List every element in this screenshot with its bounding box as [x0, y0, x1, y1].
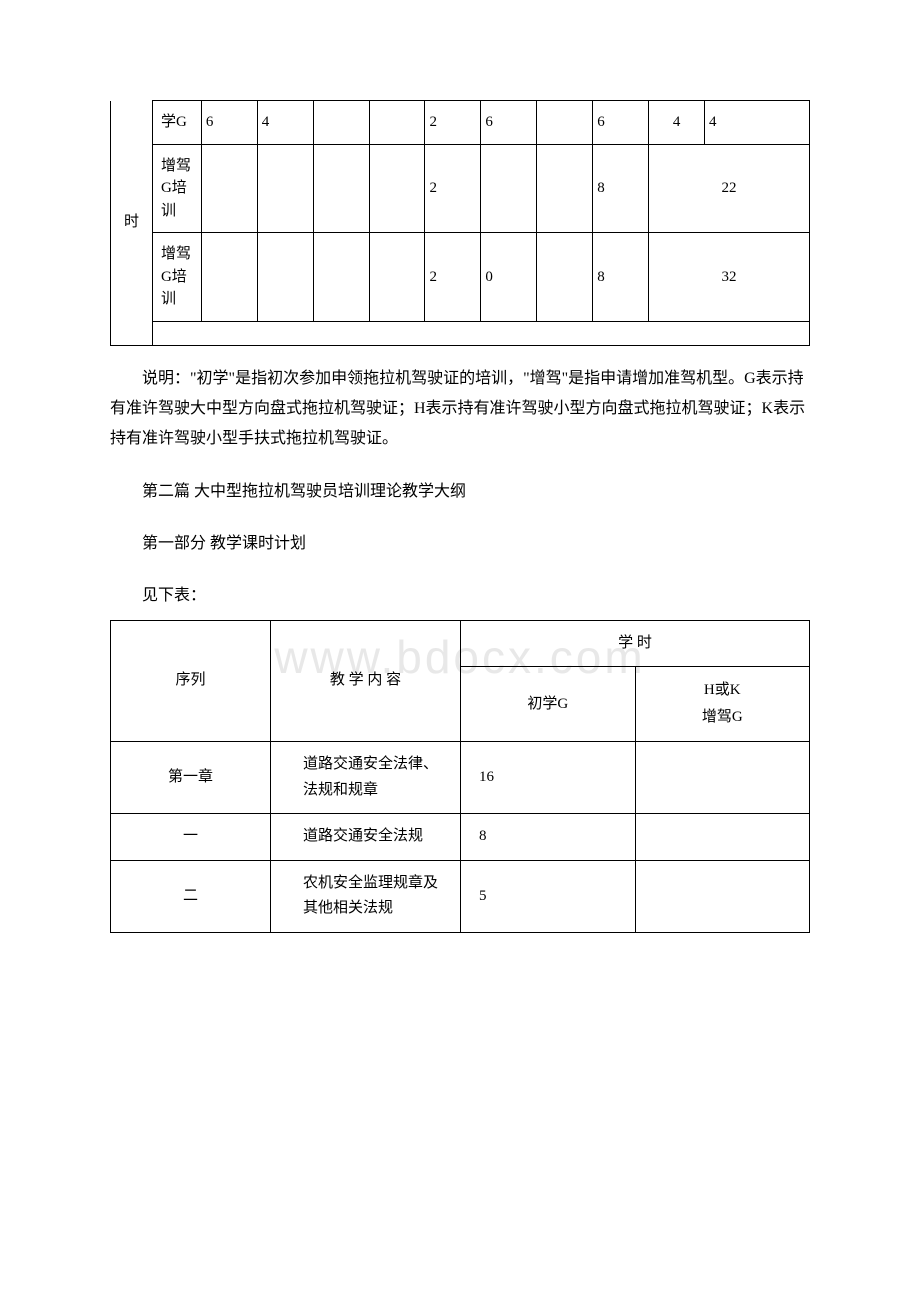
header-sequence: 序列 [111, 620, 271, 742]
header-content: 教 学 内 容 [271, 620, 461, 742]
row-label: 增驾G培训 [152, 144, 201, 233]
cell: 6 [593, 101, 649, 145]
table-row-empty [111, 321, 810, 345]
cell [537, 101, 593, 145]
section-title: 第二篇 大中型拖拉机驾驶员培训理论教学大纲 [110, 477, 810, 507]
cell [257, 144, 313, 233]
curriculum-table: 序列 教 学 内 容 学 时 初学G H或K 增驾G 第一章 道路交通安全法律、… [110, 620, 810, 933]
cell: 0 [481, 233, 537, 322]
table-row: 增驾G培训 2 8 22 [111, 144, 810, 233]
header-hours-upgrade: H或K 增驾G [635, 667, 810, 742]
cell [537, 144, 593, 233]
table-row: 时 学G 6 4 2 6 6 4 4 [111, 101, 810, 145]
cell: 2 [425, 233, 481, 322]
cell-hours: 16 [461, 742, 636, 814]
cell-hours: 8 [461, 814, 636, 861]
cell-hours2 [635, 814, 810, 861]
header-hours-initial: 初学G [461, 667, 636, 742]
cell [313, 144, 369, 233]
cell-seq: 二 [111, 860, 271, 932]
hk-line2: 增驾G [702, 709, 743, 725]
cell: 2 [425, 101, 481, 145]
cell: 6 [201, 101, 257, 145]
section-subtitle: 第一部分 教学课时计划 [110, 529, 810, 559]
cell-content: 道路交通安全法规 [271, 814, 461, 861]
cell-seq: 一 [111, 814, 271, 861]
cell: 8 [593, 233, 649, 322]
row-label: 增驾G培训 [152, 233, 201, 322]
cell: 4 [257, 101, 313, 145]
section-lead: 见下表： [110, 581, 810, 611]
cell: 22 [649, 144, 810, 233]
table-row: 增驾G培训 2 0 8 32 [111, 233, 810, 322]
cell: 8 [593, 144, 649, 233]
cell [201, 233, 257, 322]
cell [257, 233, 313, 322]
cell [313, 101, 369, 145]
cell-hours2 [635, 742, 810, 814]
cell [369, 101, 425, 145]
cell: 2 [425, 144, 481, 233]
cell [369, 144, 425, 233]
cell: 4 [649, 101, 705, 145]
table-row: 二 农机安全监理规章及其他相关法规 5 [111, 860, 810, 932]
cell-seq: 第一章 [111, 742, 271, 814]
hours-table: 时 学G 6 4 2 6 6 4 4 增驾G培训 2 8 22 增驾G培训 [110, 100, 810, 346]
cell-hours: 5 [461, 860, 636, 932]
cell: 32 [649, 233, 810, 322]
document-content: 时 学G 6 4 2 6 6 4 4 增驾G培训 2 8 22 增驾G培训 [110, 100, 810, 933]
cell [201, 144, 257, 233]
cell: 4 [705, 101, 810, 145]
cell-content: 道路交通安全法律、法规和规章 [271, 742, 461, 814]
hk-line1: H或K [704, 682, 741, 698]
cell [313, 233, 369, 322]
row-group-label: 时 [111, 101, 153, 346]
cell: 6 [481, 101, 537, 145]
header-hours: 学 时 [461, 620, 810, 667]
table-row: 一 道路交通安全法规 8 [111, 814, 810, 861]
table-row: 第一章 道路交通安全法律、法规和规章 16 [111, 742, 810, 814]
cell-hours2 [635, 860, 810, 932]
cell [537, 233, 593, 322]
row-label: 学G [152, 101, 201, 145]
cell [369, 233, 425, 322]
table-header-row: 序列 教 学 内 容 学 时 [111, 620, 810, 667]
cell-content: 农机安全监理规章及其他相关法规 [271, 860, 461, 932]
explanation-paragraph: 说明："初学"是指初次参加申领拖拉机驾驶证的培训，"增驾"是指申请增加准驾机型。… [110, 364, 810, 455]
empty-cell [152, 321, 809, 345]
cell [481, 144, 537, 233]
